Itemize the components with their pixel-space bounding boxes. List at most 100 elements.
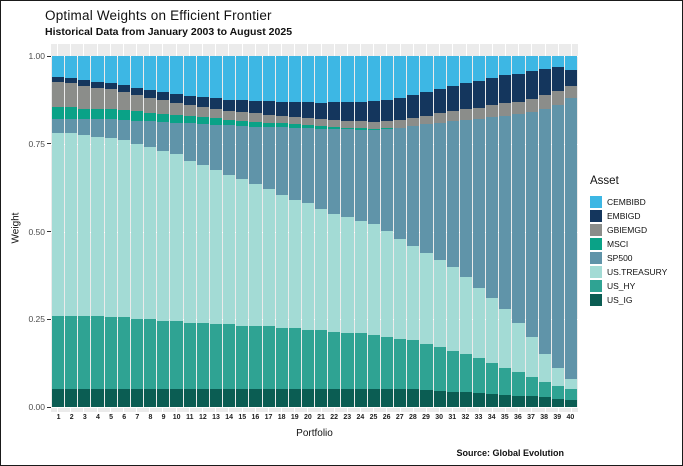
segment-CEMBIBD: [52, 56, 65, 78]
legend-item-US.TREASURY: US.TREASURY: [590, 266, 674, 278]
segment-US.TREASURY: [288, 199, 301, 328]
segment-SP500: [78, 119, 91, 135]
plot-panel: [51, 44, 578, 412]
bar-portfolio-5: [104, 56, 117, 407]
segment-US_IG: [183, 389, 196, 407]
segment-CEMBIBD: [249, 56, 262, 101]
x-tick-label: 18: [277, 414, 286, 421]
segment-GBIEMGD: [236, 112, 249, 121]
segment-CEMBIBD: [78, 56, 91, 81]
segment-US.TREASURY: [446, 266, 459, 351]
y-tick-text: 0.50: [28, 226, 45, 237]
segment-US.TREASURY: [275, 194, 288, 328]
segment-CEMBIBD: [394, 56, 407, 98]
segment-CEMBIBD: [420, 56, 433, 92]
segment-EMBIGD: [512, 73, 525, 102]
segment-EMBIGD: [288, 101, 301, 117]
bar-portfolio-39: [551, 56, 565, 407]
segment-SP500: [236, 126, 249, 179]
bar-portfolio-31: [446, 56, 459, 407]
segment-GBIEMGD: [551, 91, 565, 106]
legend-item-GBIEMGD: GBIEMGD: [590, 224, 674, 236]
segment-US_IG: [551, 398, 565, 407]
segment-SP500: [394, 127, 407, 239]
y-tick-mark: [47, 143, 51, 145]
segment-GBIEMGD: [315, 119, 328, 127]
segment-EMBIGD: [433, 88, 446, 114]
segment-CEMBIBD: [315, 56, 328, 103]
bar-portfolio-18: [275, 56, 288, 407]
segment-US.TREASURY: [407, 245, 420, 341]
segment-GBIEMGD: [459, 109, 472, 120]
x-tick-label: 22: [330, 414, 339, 421]
segment-US_HY: [144, 319, 157, 390]
segment-CEMBIBD: [196, 56, 209, 98]
segment-US_HY: [249, 326, 262, 390]
segment-US_HY: [538, 382, 551, 398]
y-tick-mark: [47, 318, 51, 320]
y-tick-label: 0.50: [28, 227, 51, 237]
segment-SP500: [288, 127, 301, 200]
bars-layer: [52, 56, 578, 407]
segment-US_IG: [367, 389, 380, 407]
bar-portfolio-3: [78, 56, 91, 407]
segment-SP500: [407, 126, 420, 246]
x-tick-label: 30: [435, 414, 444, 421]
y-tick-mark: [47, 55, 51, 57]
segment-CEMBIBD: [144, 56, 157, 91]
segment-US_HY: [223, 324, 236, 390]
segment-US.TREASURY: [499, 308, 512, 369]
segment-US_HY: [170, 320, 183, 390]
legend-swatch: [590, 238, 602, 250]
segment-US_HY: [301, 329, 315, 390]
segment-GBIEMGD: [52, 82, 65, 107]
segment-US.TREASURY: [196, 164, 209, 323]
segment-SP500: [512, 114, 525, 323]
segment-US.TREASURY: [473, 287, 486, 358]
bar-portfolio-2: [65, 56, 78, 407]
x-tick-label: 13: [212, 414, 220, 421]
segment-US.TREASURY: [52, 133, 65, 316]
segment-CEMBIBD: [117, 56, 130, 86]
segment-GBIEMGD: [130, 95, 144, 112]
legend-items: CEMBIBD EMBIGD GBIEMGD MSCI SP500 US.TREASURY…: [590, 194, 674, 308]
segment-SP500: [341, 129, 354, 218]
segment-SP500: [130, 120, 144, 144]
x-tick-label: 21: [317, 414, 325, 421]
segment-GBIEMGD: [499, 103, 512, 116]
segment-CEMBIBD: [301, 56, 315, 103]
segment-EMBIGD: [78, 80, 91, 86]
segment-GBIEMGD: [288, 116, 301, 125]
bar-portfolio-1: [52, 56, 65, 407]
legend-label: SP500: [607, 253, 633, 263]
bar-portfolio-38: [538, 56, 551, 407]
bar-portfolio-13: [209, 56, 223, 407]
segment-MSCI: [275, 123, 288, 128]
segment-CEMBIBD: [407, 56, 420, 95]
segment-EMBIGD: [407, 94, 420, 119]
segment-EMBIGD: [446, 86, 459, 112]
legend-swatch: [590, 210, 602, 222]
segment-GBIEMGD: [394, 119, 407, 128]
bar-portfolio-33: [473, 56, 486, 407]
segment-US_IG: [394, 389, 407, 407]
bar-portfolio-11: [183, 56, 196, 407]
legend-item-MSCI: MSCI: [590, 238, 674, 250]
segment-US_HY: [130, 319, 144, 390]
segment-GBIEMGD: [249, 113, 262, 122]
segment-US_IG: [52, 389, 65, 407]
segment-MSCI: [209, 118, 223, 125]
segment-MSCI: [170, 114, 183, 123]
bar-portfolio-4: [91, 56, 104, 407]
segment-CEMBIBD: [459, 56, 472, 84]
segment-US_IG: [170, 389, 183, 407]
segment-US_HY: [354, 333, 367, 390]
segment-SP500: [551, 105, 565, 369]
segment-SP500: [525, 112, 538, 337]
segment-US_IG: [433, 390, 446, 407]
segment-US_IG: [380, 389, 394, 407]
x-tick-label: 37: [527, 414, 535, 421]
legend-label: CEMBIBD: [607, 197, 646, 207]
segment-US.TREASURY: [341, 217, 354, 334]
segment-GBIEMGD: [196, 106, 209, 118]
